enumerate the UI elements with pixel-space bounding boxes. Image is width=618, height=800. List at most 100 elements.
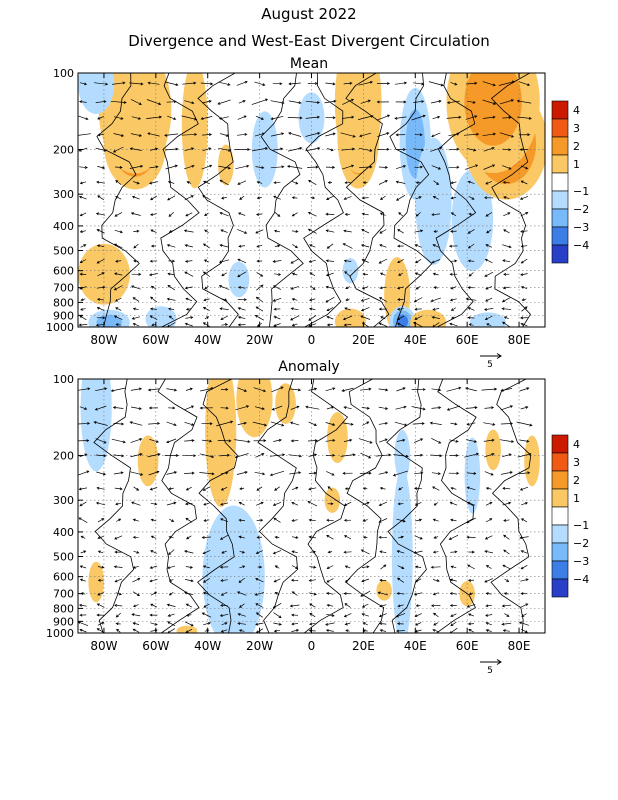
wind-vector <box>96 229 105 234</box>
wind-vector <box>114 272 123 276</box>
wind-vector <box>79 259 87 263</box>
wind-vector <box>256 244 263 248</box>
wind-vector <box>113 454 125 458</box>
wind-vector <box>502 297 511 303</box>
wind-vector <box>237 132 248 136</box>
wind-vector <box>115 259 122 263</box>
wind-vector <box>361 259 369 263</box>
wind-vector <box>147 453 161 458</box>
wind-vector <box>238 100 246 104</box>
wind-vector <box>221 550 227 554</box>
wind-vector <box>307 228 317 234</box>
wind-vector <box>392 470 409 477</box>
wind-vector <box>167 628 175 633</box>
wind-vector <box>502 180 510 184</box>
wind-vector <box>133 229 140 233</box>
wind-vector <box>184 502 193 506</box>
wind-vector <box>290 307 299 311</box>
wind-vector <box>114 229 124 234</box>
wind-vector <box>221 196 228 200</box>
wind-vector <box>237 421 247 425</box>
wind-vector <box>309 272 316 277</box>
wind-vector <box>326 323 333 327</box>
vector-reference-arrow <box>480 353 502 359</box>
wind-vector <box>94 405 107 411</box>
wind-vector <box>394 116 407 120</box>
wind-vector <box>220 471 229 475</box>
wind-vector <box>148 406 159 410</box>
wind-vector <box>290 421 300 426</box>
vector-reference-arrow <box>480 659 502 665</box>
wind-vector <box>414 578 422 583</box>
wind-vector <box>520 165 529 170</box>
wind-vector <box>130 387 143 391</box>
wind-vector <box>305 131 321 137</box>
wind-vector <box>343 501 352 506</box>
wind-vector <box>397 229 404 234</box>
wind-vector <box>325 629 334 632</box>
wind-vector <box>397 565 405 569</box>
wind-vector <box>78 387 91 391</box>
wind-vector <box>168 406 176 410</box>
wind-vector <box>96 285 106 289</box>
x-tick-label: 60W <box>142 639 169 653</box>
y-tick-label: 1000 <box>46 627 74 640</box>
wind-vector <box>431 406 442 410</box>
wind-vector <box>415 181 421 185</box>
wind-vector <box>519 387 530 392</box>
wind-vector <box>202 271 211 277</box>
wind-vector <box>415 622 422 626</box>
x-tick-label: 80W <box>90 639 117 653</box>
y-tick-label: 600 <box>53 265 74 278</box>
wind-vector <box>185 387 193 391</box>
wind-vector <box>415 196 422 200</box>
wind-vector <box>433 180 440 185</box>
wind-vector <box>287 116 303 120</box>
wind-vector <box>272 602 282 609</box>
wind-vector <box>448 132 460 137</box>
wind-vector <box>146 115 163 119</box>
wind-vector <box>516 99 532 104</box>
wind-vector <box>378 388 389 392</box>
wind-vector <box>146 99 162 106</box>
wind-vector <box>343 518 352 522</box>
wind-vector <box>377 591 388 596</box>
wind-vector <box>467 259 475 263</box>
wind-vector <box>220 502 228 506</box>
wind-vector <box>238 518 245 522</box>
wind-vector <box>166 471 178 475</box>
wind-vector <box>239 550 246 554</box>
wind-vector <box>413 100 425 103</box>
wind-vector <box>345 629 350 633</box>
wind-vector <box>78 421 91 425</box>
wind-vector <box>184 621 194 627</box>
shading-region <box>334 308 366 327</box>
wind-vector <box>255 453 265 458</box>
wind-vector <box>202 147 212 152</box>
wind-vector <box>96 628 105 633</box>
wind-vector <box>343 592 352 596</box>
wind-vector <box>292 244 299 249</box>
wind-vector <box>327 502 334 506</box>
wind-vector <box>110 100 127 104</box>
wind-vector <box>361 603 369 608</box>
wind-vector <box>96 180 105 184</box>
wind-vector <box>361 229 370 234</box>
wind-vector <box>378 535 387 539</box>
colorbar: 4 3 2 1 −1 −2 −3 −4 <box>551 434 589 598</box>
wind-vector <box>393 454 409 458</box>
wind-vector <box>130 99 142 105</box>
wind-vector <box>397 604 404 608</box>
x-tick-label: 0 <box>308 333 316 347</box>
wind-vector <box>448 534 459 540</box>
wind-vector <box>256 284 264 291</box>
wind-vector <box>234 439 251 444</box>
wind-vector <box>413 82 425 86</box>
wind-vector <box>221 622 228 626</box>
wind-vector <box>415 518 423 522</box>
wind-vector <box>305 100 321 104</box>
wind-vector <box>166 438 177 444</box>
wind-vector <box>237 180 247 185</box>
wind-vector <box>131 285 141 290</box>
wind-vector <box>78 323 88 327</box>
